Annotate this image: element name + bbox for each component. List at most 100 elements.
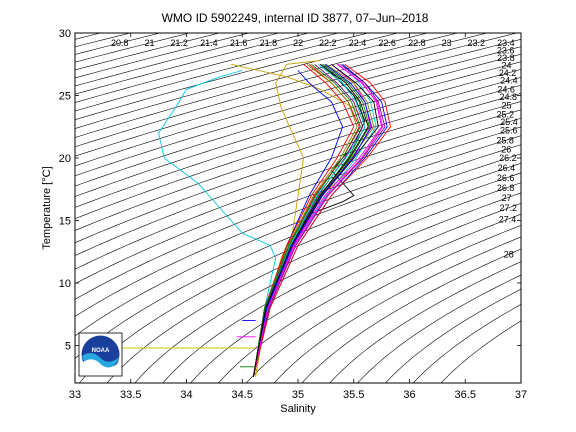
density-contour-line (218, 213, 521, 383)
density-contour-line (75, 76, 521, 220)
density-contour-label: 26.8 (497, 183, 515, 193)
density-contour-line (385, 288, 521, 383)
density-contour-line (75, 33, 429, 129)
x-tick-label: 35 (292, 389, 304, 401)
density-contour-line (75, 33, 400, 120)
profile-line (252, 63, 373, 377)
density-contour-line (273, 236, 521, 383)
density-contour-line (75, 109, 521, 270)
x-tick-label: 33.5 (120, 389, 141, 401)
density-contour-label: 22.4 (349, 38, 367, 48)
x-tick-label: 36.5 (455, 389, 476, 401)
density-contour-line (75, 61, 521, 197)
density-contour-label: 26.6 (497, 173, 515, 183)
profile-line (252, 63, 391, 377)
density-contour-label: 25.6 (500, 126, 518, 136)
density-contour-line (75, 53, 521, 187)
density-contour-label: 27.2 (500, 203, 518, 213)
density-contour-label: 23.6 (497, 46, 515, 56)
density-contour-line (78, 162, 521, 383)
density-contours (75, 33, 521, 383)
density-contour-line (75, 33, 489, 148)
density-contour-line (106, 172, 521, 383)
x-tick-label: 36 (403, 389, 415, 401)
density-contour-label: 24 (501, 61, 511, 71)
plot-frame (74, 32, 522, 384)
y-axis-ticks: 5 10 15 20 25 30 (59, 28, 521, 353)
density-contour-line (440, 320, 521, 383)
density-contour-label: 22.8 (408, 38, 426, 48)
density-contour-line (75, 33, 340, 103)
y-axis-label: Temperature [°C] (41, 166, 53, 249)
density-contour-label: 28 (504, 249, 514, 259)
density-contour-line (190, 203, 521, 383)
profile-line (252, 63, 384, 377)
x-tick-label: 33 (69, 389, 81, 401)
profile-line (252, 63, 386, 377)
density-contour-label: 24.6 (497, 84, 515, 94)
density-contour-label: 20.8 (111, 38, 129, 48)
density-contour-line (75, 38, 521, 167)
density-contour-label: 27.4 (499, 214, 517, 224)
density-contour-line (75, 84, 521, 231)
density-contour-label: 24.8 (500, 92, 518, 102)
density-contour-label: 25.8 (496, 136, 514, 146)
density-contour-line (245, 224, 521, 383)
density-contour-line (357, 274, 521, 383)
density-contour-line (75, 153, 521, 359)
density-contour-label: 23.2 (468, 38, 486, 48)
density-contour-line (75, 101, 521, 256)
density-contour-line (301, 248, 521, 383)
density-contour-label: 21.8 (260, 38, 278, 48)
density-contour-line (162, 192, 521, 383)
density-contour-label: 26.2 (499, 153, 517, 163)
density-contour-label: 22.2 (319, 38, 337, 48)
x-axis-label: Salinity (280, 403, 316, 415)
density-contour-line (75, 126, 521, 300)
density-contour-label: 23 (442, 38, 452, 48)
profile-line (252, 63, 361, 377)
density-contour-labels: 20.8 21 21.2 21.4 21.6 21.8 22 22.2 22.4 22.6 22.8… (111, 38, 518, 259)
density-contour-label: 26.4 (498, 163, 516, 173)
profile-line (252, 63, 375, 377)
profile-line (158, 70, 277, 377)
density-contour-label: 26 (501, 144, 511, 154)
x-tick-label: 35.5 (343, 389, 364, 401)
density-contour-line (75, 33, 370, 112)
density-contour-label: 24.2 (499, 68, 517, 78)
y-tick-label: 10 (59, 278, 71, 290)
density-contour-label: 21.4 (200, 38, 218, 48)
density-contour-label: 23.4 (497, 38, 515, 48)
density-contour-label: 25.4 (500, 117, 518, 127)
profile-line (252, 63, 369, 377)
x-axis-ticks: 33 33.5 34 34.5 35 35.5 36 36.5 37 (69, 33, 527, 401)
density-contour-label: 21.2 (170, 38, 188, 48)
density-contour-label: 22 (293, 38, 303, 48)
density-contour-line (75, 33, 459, 138)
density-contour-line (75, 33, 310, 95)
y-tick-label: 15 (59, 216, 71, 228)
density-contour-line (75, 33, 518, 157)
noaa-logo-icon: NOAA (78, 332, 123, 377)
y-tick-label: 5 (65, 341, 71, 353)
noaa-logo-text: NOAA (92, 348, 110, 354)
density-contour-line (134, 182, 521, 383)
y-tick-label: 20 (59, 153, 71, 165)
density-contour-line (412, 304, 521, 383)
density-contour-label: 21.6 (230, 38, 248, 48)
density-contour-line (75, 69, 521, 208)
y-tick-label: 25 (59, 91, 71, 103)
density-contour-line (75, 144, 521, 337)
density-contour-line (75, 92, 521, 244)
y-tick-label: 30 (59, 28, 71, 40)
profile-lines (102, 60, 391, 383)
density-contour-line (329, 261, 521, 383)
density-contour-label: 21 (144, 38, 154, 48)
density-contour-label: 23.8 (497, 53, 515, 63)
density-contour-label: 24.4 (500, 76, 518, 86)
x-tick-label: 34.5 (232, 389, 253, 401)
density-contour-line (75, 117, 521, 285)
density-contour-label: 22.6 (378, 38, 396, 48)
density-contour-label: 25.2 (497, 109, 515, 119)
